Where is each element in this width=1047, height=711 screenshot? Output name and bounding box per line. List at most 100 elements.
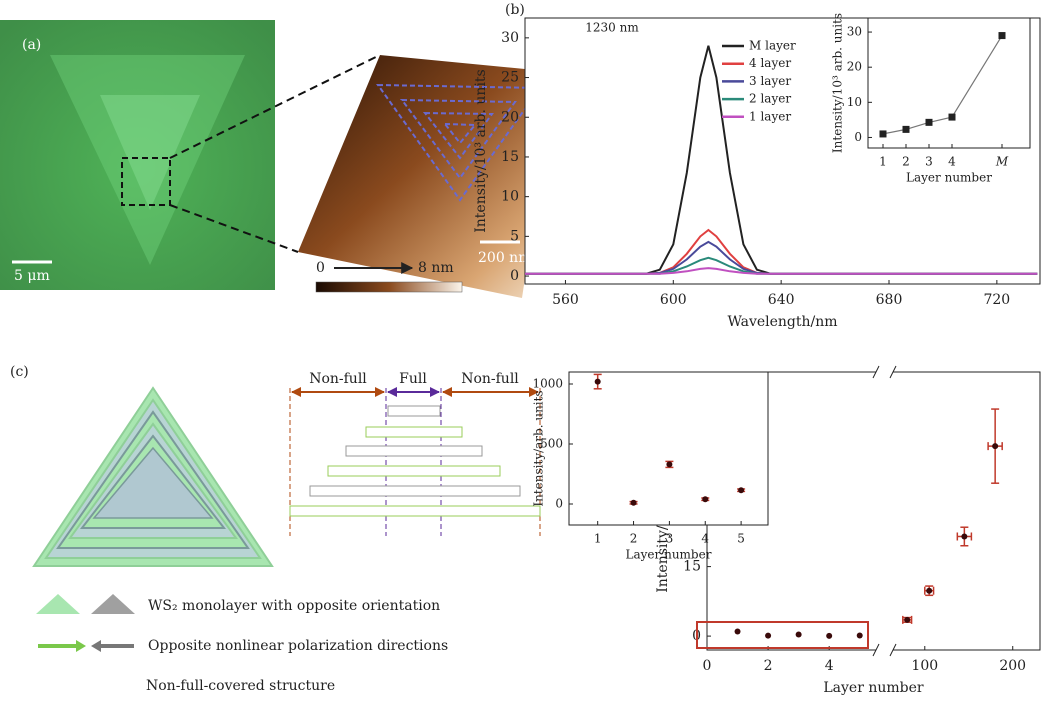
x-tick-label: 4	[825, 658, 834, 674]
x-tick-label: 1	[879, 155, 887, 169]
plot-frame	[568, 371, 769, 526]
x-tick-label: 3	[666, 532, 674, 546]
y-tick-label: 10	[847, 95, 862, 109]
colorbar	[315, 281, 463, 293]
triangle-flake	[50, 55, 245, 265]
x-tick-label: M	[995, 155, 1009, 169]
panel-label: (a)	[22, 37, 41, 53]
triangle-inner	[100, 95, 200, 210]
zoom-line	[169, 204, 299, 253]
y-tick-label: 30	[501, 30, 519, 46]
series-line	[525, 267, 1038, 275]
x-axis-label: Layer number	[823, 680, 924, 696]
y-tick-label: 0	[555, 497, 563, 511]
point	[666, 461, 673, 468]
x-tick-label: 100	[911, 658, 938, 674]
scale-label: 200 nm	[478, 250, 531, 266]
afm-edge	[376, 83, 542, 202]
x-tick-label: 640	[768, 292, 795, 308]
axis-break	[889, 643, 897, 657]
legend-text: WS₂ monolayer with opposite orientation	[148, 598, 440, 614]
y-axis-label: Intensity/10³ arb. units	[831, 13, 845, 153]
y-tick-label: 5	[510, 228, 519, 244]
triangle	[92, 446, 214, 519]
afm-edge	[422, 111, 494, 160]
x-tick-label: 3	[925, 155, 933, 169]
legend-arrow	[91, 640, 101, 652]
x-tick-label: 680	[876, 292, 903, 308]
legend-arrow	[76, 640, 86, 652]
y-tick-label: 20	[847, 60, 862, 74]
point	[702, 496, 709, 503]
axis-break	[872, 643, 880, 657]
scale-label: 5 μm	[14, 268, 50, 284]
point	[795, 631, 802, 638]
afm-edge	[399, 98, 517, 180]
region-label: Full	[399, 371, 427, 387]
legend-triangle	[36, 594, 80, 614]
x-tick-label: 2	[764, 658, 773, 674]
legend-label: 1 layer	[749, 109, 791, 123]
plot-frame	[867, 17, 1031, 149]
marker	[902, 125, 910, 133]
x-tick-label: 2	[630, 532, 638, 546]
point	[594, 378, 601, 385]
optical-image	[0, 20, 275, 290]
y-tick-label: 20	[501, 109, 519, 125]
marker	[998, 32, 1006, 40]
x-axis-label: Wavelength/nm	[727, 314, 837, 330]
panel-label: (b)	[505, 2, 525, 18]
point	[961, 533, 968, 540]
layer-rect	[345, 445, 483, 457]
x-tick-label: 2	[902, 155, 910, 169]
y-tick-label: 15	[501, 149, 519, 165]
axis-break	[876, 369, 893, 375]
region-label: Non-full	[309, 371, 367, 387]
x-tick-label: 560	[552, 292, 579, 308]
legend-text: Opposite nonlinear polarization directio…	[148, 638, 448, 654]
point	[826, 632, 833, 639]
layer-rect	[309, 485, 521, 497]
point	[926, 587, 933, 594]
x-tick-label: 4	[701, 532, 709, 546]
marker	[925, 118, 933, 126]
y-axis-label: Intensity/10³ arb. units	[473, 69, 489, 233]
layer-rect	[365, 426, 463, 438]
marker	[879, 130, 887, 138]
region-label: Non-full	[461, 371, 519, 387]
y-tick-label: 1000	[532, 377, 563, 391]
point	[734, 628, 741, 635]
panel-a: (a) 5 μm 200 nm 0 8 nm	[0, 20, 556, 298]
point	[904, 616, 911, 623]
afm-edge	[442, 122, 478, 145]
axis-break	[872, 365, 880, 379]
y-tick-label: 15	[683, 559, 701, 575]
y-axis-label: Intensity/arb. units	[532, 390, 546, 506]
x-tick-label: 1	[594, 532, 602, 546]
point	[992, 443, 999, 450]
y-tick-label: 30	[847, 25, 862, 39]
legend-triangle	[91, 594, 135, 614]
point	[765, 632, 772, 639]
y-tick-label: 0	[854, 130, 862, 144]
legend-label: 4 layer	[749, 56, 791, 70]
caption: Non-full-covered structure	[146, 678, 335, 694]
colorbar-label: 8 nm	[418, 260, 454, 276]
axis-break	[889, 365, 897, 379]
x-tick-label: 720	[983, 292, 1010, 308]
x-tick-label: 5	[737, 532, 745, 546]
y-tick-label: 10	[501, 189, 519, 205]
layer-rect	[289, 505, 541, 517]
zoom-box	[121, 157, 171, 206]
point	[738, 487, 745, 494]
marker	[948, 113, 956, 121]
highlight-box	[696, 621, 869, 649]
x-axis-label: Layer number	[626, 548, 712, 562]
point	[856, 632, 863, 639]
colorbar-label: 0	[316, 260, 325, 276]
legend-label: M layer	[749, 39, 796, 53]
chart: 0 500 1000 1 2 3 4 5 Layer number Intensity/arb. …	[532, 371, 769, 562]
y-tick-label: 25	[501, 70, 519, 86]
